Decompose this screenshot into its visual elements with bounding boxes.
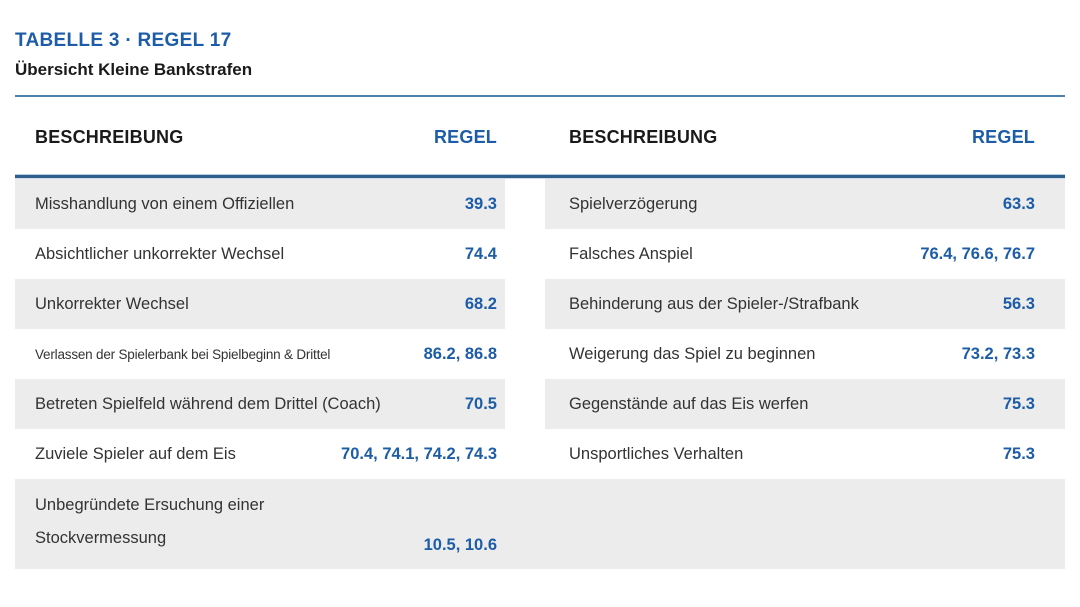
table-cell: Spielverzögerung 63.3	[545, 179, 1065, 229]
column-gutter	[505, 179, 545, 229]
table-header-row: BESCHREIBUNG REGEL BESCHREIBUNG REGEL	[15, 97, 1065, 174]
table-cell: Unkorrekter Wechsel 68.2	[15, 279, 505, 329]
table-row: Verlassen der Spielerbank bei Spielbegin…	[15, 329, 1065, 379]
row-description: Zuviele Spieler auf dem Eis	[35, 444, 236, 463]
table-subtitle: Übersicht Kleine Bankstrafen	[15, 60, 253, 79]
row-description: Unsportliches Verhalten	[569, 444, 744, 463]
column-gutter	[505, 329, 545, 379]
row-rule-number: 10.5, 10.6	[423, 536, 497, 554]
table-cell: Weigerung das Spiel zu beginnen 73.2, 73…	[545, 329, 1065, 379]
row-rule-number: 75.3	[1002, 444, 1035, 463]
column-gutter	[505, 97, 545, 174]
row-rule-number: 76.4, 76.6, 76.7	[920, 244, 1035, 263]
table-row: Absichtlicher unkorrekter Wechsel 74.4 F…	[15, 229, 1065, 279]
table-row: Misshandlung von einem Offiziellen 39.3 …	[15, 179, 1065, 229]
divider-dark	[15, 174, 1065, 179]
row-description: Misshandlung von einem Offiziellen	[35, 194, 295, 213]
column-header-description-left: BESCHREIBUNG	[35, 127, 184, 147]
row-description: Behinderung aus der Spieler-/Strafbank	[569, 294, 859, 313]
table-cell: Absichtlicher unkorrekter Wechsel 74.4	[15, 229, 505, 279]
table-cell: Zuviele Spieler auf dem Eis 70.4, 74.1, …	[15, 429, 505, 479]
header-left: BESCHREIBUNG REGEL	[15, 97, 505, 174]
row-description: Falsches Anspiel	[569, 244, 693, 263]
table-cell: Falsches Anspiel 76.4, 76.6, 76.7	[545, 229, 1065, 279]
table-row: Betreten Spielfeld während dem Drittel (…	[15, 379, 1065, 429]
table-row: Zuviele Spieler auf dem Eis 70.4, 74.1, …	[15, 429, 1065, 479]
column-header-rule-left: REGEL	[433, 127, 497, 147]
table-cell: Verlassen der Spielerbank bei Spielbegin…	[15, 329, 505, 379]
row-rule-number: 68.2	[464, 294, 497, 313]
row-rule-number: 75.3	[1002, 394, 1035, 413]
column-gutter	[505, 279, 545, 329]
table-cell: Unbegründete Ersuchung einer Stockvermes…	[15, 479, 505, 572]
row-rule-number: 63.3	[1002, 194, 1035, 213]
row-rule-number: 70.4, 74.1, 74.2, 74.3	[341, 444, 497, 463]
divider-thin	[15, 95, 1065, 97]
row-description: Spielverzögerung	[569, 194, 698, 213]
row-description: Gegenstände auf das Eis werfen	[569, 394, 809, 413]
row-description: Betreten Spielfeld während dem Drittel (…	[35, 394, 381, 413]
row-description: Absichtlicher unkorrekter Wechsel	[35, 244, 285, 263]
table-cell: Unsportliches Verhalten 75.3	[545, 429, 1065, 479]
column-gutter	[505, 429, 545, 479]
row-rule-number: 86.2, 86.8	[423, 344, 497, 363]
row-description: Unbegründete Ersuchung einer Stockvermes…	[35, 496, 265, 547]
table-cell-empty	[545, 479, 1065, 572]
row-rule-number: 56.3	[1002, 294, 1035, 313]
column-gutter	[505, 379, 545, 429]
row-rule-number: 74.4	[464, 244, 497, 263]
column-gutter	[505, 229, 545, 279]
table-cell: Gegenstände auf das Eis werfen 75.3	[545, 379, 1065, 429]
table-cell: Behinderung aus der Spieler-/Strafbank 5…	[545, 279, 1065, 329]
table-cell: Betreten Spielfeld während dem Drittel (…	[15, 379, 505, 429]
row-description: Verlassen der Spielerbank bei Spielbegin…	[35, 346, 331, 362]
row-rule-number: 73.2, 73.3	[961, 344, 1035, 363]
header-right: BESCHREIBUNG REGEL	[545, 97, 1065, 174]
row-description: Unkorrekter Wechsel	[35, 294, 189, 313]
table-title: TABELLE 3 · REGEL 17	[15, 30, 232, 51]
table-row: Unbegründete Ersuchung einer Stockvermes…	[15, 479, 1065, 569]
column-header-rule-right: REGEL	[971, 127, 1035, 147]
table-cell: Misshandlung von einem Offiziellen 39.3	[15, 179, 505, 229]
row-rule-number: 70.5	[464, 394, 497, 413]
column-gutter	[505, 479, 545, 572]
column-header-description-right: BESCHREIBUNG	[569, 127, 718, 147]
table-row: Unkorrekter Wechsel 68.2 Behinderung aus…	[15, 279, 1065, 329]
row-description: Weigerung das Spiel zu beginnen	[569, 344, 816, 363]
row-rule-number: 39.3	[464, 194, 497, 213]
